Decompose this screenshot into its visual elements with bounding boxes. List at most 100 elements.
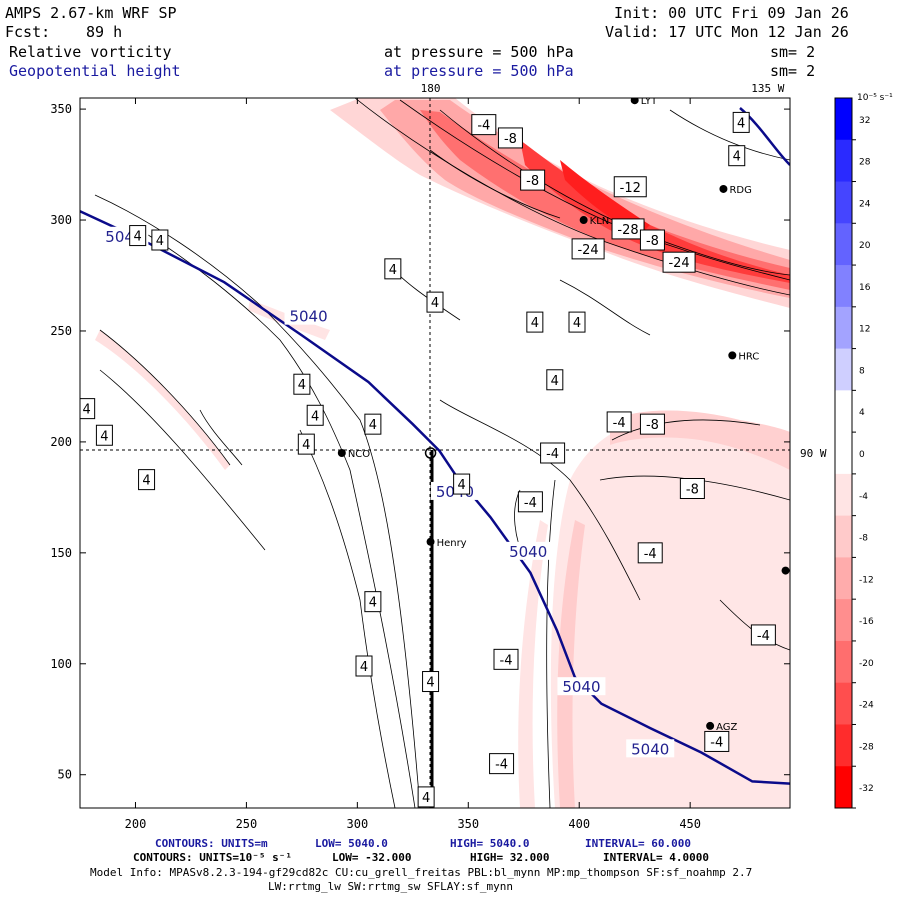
- colorbar-label: 16: [859, 283, 871, 293]
- x-axis: 200 250 300 350 400 450: [125, 98, 701, 831]
- vorticity-label-box: [95, 424, 113, 446]
- field2-level: at pressure = 500 hPa: [384, 62, 574, 80]
- vorticity-label: 4: [551, 374, 559, 389]
- colorbar-label: 4: [859, 408, 865, 418]
- vorticity-label-box: [138, 469, 156, 491]
- height-label-bg: [504, 541, 553, 560]
- colorbar-segment: [835, 724, 852, 767]
- vorticity-label: 4: [422, 791, 430, 806]
- vorticity-label-box: [639, 229, 665, 251]
- footer-contours2-units: CONTOURS: UNITS=10⁻⁵ s⁻¹: [133, 851, 292, 864]
- colorbar-label: 24: [859, 199, 871, 209]
- vorticity-label: -4: [546, 447, 559, 462]
- colorbar-segment: [835, 682, 852, 725]
- model-title: AMPS 2.67-km WRF SP: [5, 4, 177, 22]
- colorbar-label: 28: [859, 158, 871, 168]
- height-label-bg: [626, 739, 675, 758]
- colorbar-label: -12: [859, 575, 874, 585]
- vorticity-label-box: [568, 311, 586, 333]
- colorbar-label: -24: [859, 701, 874, 711]
- vorticity-label: -4: [524, 496, 537, 511]
- station-dot: [719, 184, 728, 193]
- vorticity-label-box: [606, 411, 632, 433]
- forecast-hour: 89 h: [86, 23, 123, 41]
- station-dot: [579, 216, 588, 225]
- colorbar-segment: [835, 223, 852, 266]
- colorbar-segment: [835, 181, 852, 224]
- vorticity-label-box: [704, 730, 730, 752]
- vorticity-label: -4: [500, 653, 513, 668]
- vorticity-label-box: [471, 114, 497, 136]
- forecast-label: Fcst:: [5, 23, 51, 41]
- vorticity-label: 4: [100, 429, 108, 444]
- vorticity-label: 4: [369, 418, 377, 433]
- vorticity-label-box: [679, 478, 705, 499]
- vorticity-label-box: [297, 433, 315, 455]
- colorbar-label: 8: [859, 366, 865, 376]
- field1-level: at pressure = 500 hPa: [384, 43, 574, 61]
- vorticity-label-box: [417, 786, 435, 808]
- colorbar-label: -28: [859, 742, 874, 752]
- vorticity-label: 4: [737, 116, 745, 131]
- footer-contours1-interval: INTERVAL= 60.000: [585, 837, 691, 850]
- vorticity-label: -28: [617, 223, 638, 238]
- vorticity-label-box: [355, 655, 373, 677]
- right-annotation: 90 W: [800, 447, 827, 460]
- vorticity-label: -8: [646, 418, 659, 433]
- vorticity-label: 4: [142, 474, 150, 489]
- vorticity-label-box: [637, 542, 663, 564]
- vorticity-label-box: [517, 491, 543, 513]
- colorbar-segment: [835, 306, 852, 350]
- x-tick-label: 250: [236, 817, 258, 831]
- colorbar-label: -32: [859, 784, 874, 794]
- station-label: RDG: [729, 185, 751, 196]
- vorticity-label-box: [613, 176, 647, 198]
- vorticity-label: -4: [495, 758, 508, 773]
- footer-contours2-interval: INTERVAL= 4.0000: [603, 851, 709, 864]
- vorticity-label: 4: [733, 150, 741, 165]
- y-tick-label: 300: [50, 213, 72, 227]
- vorticity-label: 4: [389, 263, 397, 278]
- vorticity-label: -4: [477, 119, 490, 134]
- vorticity-label-box: [540, 442, 566, 464]
- height-label-bg: [557, 677, 606, 696]
- colorbar-label: 0: [859, 450, 865, 460]
- colorbar-label: -4: [859, 492, 868, 502]
- vorticity-label-box: [489, 753, 515, 775]
- crosshair-marker: [424, 447, 437, 459]
- vorticity-label: -4: [710, 735, 723, 750]
- y-axis: 50 100 150 200 250 300 350: [50, 102, 790, 782]
- vorticity-label: -8: [526, 174, 539, 189]
- vorticity-label-box: [639, 413, 665, 435]
- station-label: LYT: [641, 96, 658, 107]
- field1-name: Relative vorticity: [9, 43, 172, 61]
- vorticity-label: 4: [360, 660, 368, 675]
- vorticity-label-box: [364, 413, 382, 435]
- height-label: 5040: [631, 740, 669, 758]
- field2-name: Geopotential height: [9, 62, 181, 80]
- colorbar-segment: [835, 432, 852, 475]
- colorbar-label: 20: [859, 241, 871, 251]
- station-label: Henry: [437, 538, 467, 549]
- vorticity-label: 4: [83, 403, 91, 418]
- colorbar-units: 10⁻⁵ s⁻¹: [857, 93, 893, 103]
- height-label: 5040: [289, 308, 327, 326]
- vorticity-label: 4: [531, 316, 539, 331]
- vorticity-label: 4: [573, 316, 581, 331]
- footer-contours2-low: LOW= -32.000: [332, 851, 412, 864]
- height-label: 5040: [562, 678, 600, 696]
- y-tick-label: 150: [50, 546, 72, 560]
- station-dot: [781, 566, 790, 575]
- x-tick-label: 200: [125, 817, 147, 831]
- colorbar-segment: [835, 473, 852, 517]
- vorticity-label: 4: [457, 478, 465, 493]
- colorbar-label: -20: [859, 659, 874, 669]
- colorbar-label: -16: [859, 617, 874, 627]
- vorticity-label-box: [293, 373, 311, 395]
- vorticity-contours: [94, 98, 790, 808]
- top-annotation: 180: [421, 82, 441, 95]
- x-tick-label: 350: [457, 817, 479, 831]
- vorticity-label-box: [426, 291, 444, 313]
